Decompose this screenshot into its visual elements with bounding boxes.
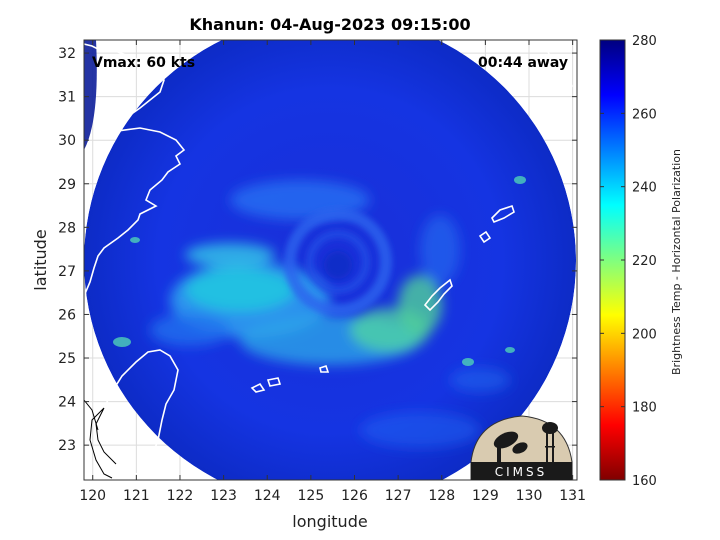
logo-dish-icon bbox=[493, 431, 528, 462]
island-small-1 bbox=[478, 230, 492, 244]
x-tick-labels: 120 121 122 123 124 125 126 127 128 129 130 131 bbox=[79, 488, 586, 504]
x-tick-label: 122 bbox=[167, 488, 194, 504]
time-away-label: 00:44 away bbox=[478, 55, 568, 71]
colorbar bbox=[599, 39, 626, 481]
logo-banner bbox=[471, 462, 572, 480]
island-miyako bbox=[266, 377, 282, 387]
x-tick-label: 130 bbox=[516, 488, 543, 504]
rainbands bbox=[150, 180, 510, 448]
x-tick-label: 125 bbox=[298, 488, 325, 504]
y-tick-label: 28 bbox=[58, 220, 76, 236]
x-tick-label: 128 bbox=[428, 488, 455, 504]
colorbar-tick-label: 160 bbox=[632, 474, 657, 489]
colorbar-tick-label: 280 bbox=[632, 34, 657, 49]
x-tick-label: 127 bbox=[385, 488, 412, 504]
convective-cells bbox=[113, 176, 526, 366]
x-tick-label: 129 bbox=[472, 488, 499, 504]
y-tick-label: 25 bbox=[58, 351, 76, 367]
microwave-imagery bbox=[84, 40, 576, 480]
x-tick-label: 124 bbox=[254, 488, 281, 504]
logo-text: CIMSS bbox=[495, 465, 548, 479]
land-outline-black bbox=[84, 399, 117, 479]
tick-marks bbox=[84, 40, 577, 480]
y-tick-label: 32 bbox=[58, 46, 76, 62]
taiwan-outline bbox=[95, 349, 179, 475]
vmax-label: Vmax: 60 kts bbox=[92, 55, 195, 71]
logo-tower-icon bbox=[542, 422, 558, 462]
colorbar-tick-label: 220 bbox=[632, 254, 657, 269]
y-tick-label: 29 bbox=[58, 177, 76, 193]
coastlines bbox=[84, 40, 573, 475]
y-tick-label: 26 bbox=[58, 307, 76, 323]
y-tick-label: 31 bbox=[58, 90, 76, 106]
island-yakushima bbox=[546, 112, 562, 130]
chart-title: Khanun: 04-Aug-2023 09:15:00 bbox=[189, 15, 470, 34]
x-tick-label: 123 bbox=[210, 488, 237, 504]
island-okinawa bbox=[423, 278, 453, 312]
plot-frame bbox=[83, 39, 578, 481]
colorbar-tick-label: 260 bbox=[632, 107, 657, 122]
cimss-logo: CIMSS bbox=[470, 415, 573, 481]
y-tick-label: 24 bbox=[58, 395, 76, 411]
x-tick-label: 121 bbox=[123, 488, 150, 504]
island-amami bbox=[491, 204, 515, 224]
x-axis-label: longitude bbox=[292, 512, 367, 531]
colorbar-tick-label: 180 bbox=[632, 401, 657, 416]
island-senkaku bbox=[319, 364, 330, 373]
colorbar-label: Brightness Temp - Horizontal Polarizatio… bbox=[670, 149, 683, 375]
y-axis-label: latitude bbox=[31, 229, 50, 290]
x-tick-label: 126 bbox=[341, 488, 368, 504]
x-tick-label: 131 bbox=[559, 488, 586, 504]
colorbar-ticks: 160 180 200 220 240 260 280 bbox=[600, 34, 657, 489]
x-tick-label: 120 bbox=[79, 488, 106, 504]
colorbar-tick-label: 240 bbox=[632, 181, 657, 196]
colorbar-tick-label: 200 bbox=[632, 327, 657, 342]
kyushu-coast bbox=[539, 40, 573, 95]
outside-scan-fill bbox=[84, 40, 97, 150]
y-tick-labels: 23 24 25 26 27 28 29 30 31 32 bbox=[58, 46, 76, 454]
y-tick-label: 30 bbox=[58, 133, 76, 149]
y-tick-label: 23 bbox=[58, 438, 76, 454]
y-tick-label: 27 bbox=[58, 264, 76, 280]
eye-structure bbox=[284, 208, 392, 316]
island-ishigaki bbox=[250, 382, 266, 393]
china-coastline bbox=[84, 42, 186, 297]
